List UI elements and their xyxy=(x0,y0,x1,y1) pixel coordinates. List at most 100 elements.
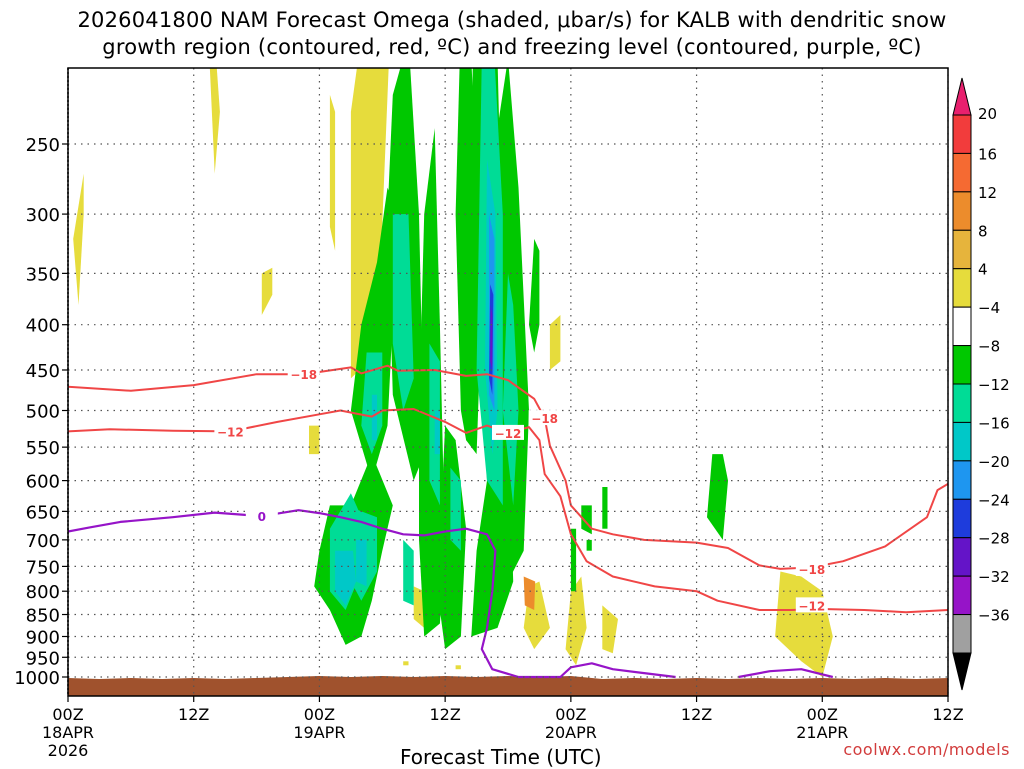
omega-shade-1-0 xyxy=(523,576,536,610)
x-tick-label-24: 00Z xyxy=(304,705,335,724)
x-tick-date-0: 18APR xyxy=(42,723,94,742)
colorbar-label-7: −12 xyxy=(978,376,1010,394)
colorbar-box-10 xyxy=(952,498,972,539)
x-axis-title: Forecast Time (UTC) xyxy=(400,745,602,769)
colorbar-box-2 xyxy=(952,191,972,231)
y-tick-label-700: 700 xyxy=(26,531,60,552)
isotherm-label-1b-bg xyxy=(492,424,524,440)
omega-shade-0-4 xyxy=(350,68,389,379)
colorbar-label-5: −4 xyxy=(978,299,1000,317)
colorbar-label-10: −24 xyxy=(978,491,1010,509)
y-tick-label-900: 900 xyxy=(26,627,60,648)
y-tick-label-850: 850 xyxy=(26,606,60,627)
chart-title-line-1: 2026041800 NAM Forecast Omega (shaded, μ… xyxy=(77,8,947,32)
x-tick-label-60: 12Z xyxy=(681,705,712,724)
omega-shade-4-0 xyxy=(335,550,357,606)
colorbar-box-9 xyxy=(952,460,972,500)
isotherm-label-1c: −12 xyxy=(798,599,825,613)
colorbar-box-6 xyxy=(952,345,972,385)
colorbar-bottom-arrow xyxy=(952,652,972,691)
omega-shade-2-12 xyxy=(707,454,728,540)
y-tick-label-800: 800 xyxy=(26,582,60,603)
y-tick-label-650: 650 xyxy=(26,502,60,523)
y-tick-label-600: 600 xyxy=(26,472,60,493)
omega-shade-2-9 xyxy=(586,539,592,551)
colorbar-box-5 xyxy=(952,306,972,347)
colorbar-box-7 xyxy=(952,383,972,423)
colorbar-label-6: −8 xyxy=(978,338,1000,356)
omega-shade-0-3 xyxy=(329,94,336,251)
colorbar-box-0 xyxy=(952,114,972,154)
colorbar-label-2: 12 xyxy=(978,184,997,202)
terrain xyxy=(68,676,948,696)
omega-shade-4-4 xyxy=(434,410,440,455)
credit-link[interactable]: coolwx.com/models xyxy=(843,740,1010,759)
x-tick-label-84: 12Z xyxy=(932,705,963,724)
freezing-level-line-1 xyxy=(738,668,834,679)
y-tick-label-400: 400 xyxy=(26,316,60,337)
colorbar-box-1 xyxy=(952,152,972,193)
colorbar-box-3 xyxy=(952,229,972,270)
colorbar-label-9: −20 xyxy=(978,453,1010,471)
omega-shade-4-1 xyxy=(356,539,367,587)
x-tick-date-72: 21APR xyxy=(796,723,848,742)
omega-shade-3-8 xyxy=(403,539,414,606)
x-tick-date-48: 20APR xyxy=(545,723,597,742)
isotherm-label-0c-bg xyxy=(795,560,828,576)
isotherm-label-1-bg xyxy=(214,423,247,439)
isotherm-label-0c: −18 xyxy=(798,563,825,577)
colorbar-label-4: 4 xyxy=(978,261,988,279)
omega-shade-2-8 xyxy=(529,238,540,353)
isotherm-label-0b-bg xyxy=(528,410,561,426)
isotherm-label-1c-bg xyxy=(795,597,828,613)
omega-shade-7-0 xyxy=(490,305,493,370)
omega-shade-0-15 xyxy=(455,665,461,670)
colorbar-box-12 xyxy=(952,575,972,616)
omega-shade-3-6 xyxy=(502,273,519,506)
isotherm-label-0b: −18 xyxy=(531,412,558,426)
omega-shade-0-6 xyxy=(309,425,320,455)
isotherm-label-0-bg xyxy=(287,366,320,382)
isotherm-label-1: −12 xyxy=(217,425,244,439)
y-tick-label-500: 500 xyxy=(26,402,60,423)
colorbar-box-13 xyxy=(952,614,972,654)
x-tick-label-36: 12Z xyxy=(429,705,460,724)
chart-title-line-2: growth region (contoured, red, ºC) and f… xyxy=(102,35,922,59)
freezing-level-line-0 xyxy=(68,509,676,679)
y-tick-label-950: 950 xyxy=(26,648,60,669)
x-tick-label-72: 00Z xyxy=(807,705,838,724)
y-tick-label-750: 750 xyxy=(26,557,60,578)
freezing-level-label-0-bg xyxy=(245,508,278,524)
omega-shade-0-13 xyxy=(413,586,425,628)
x-tick-label-0: 00Z xyxy=(52,705,83,724)
colorbar-label-8: −16 xyxy=(978,414,1010,432)
omega-shade-2-10 xyxy=(602,487,608,529)
colorbar-label-0: 20 xyxy=(978,105,997,123)
omega-shade-0-10 xyxy=(565,576,587,666)
x-tick-year-0: 2026 xyxy=(48,741,89,760)
x-tick-label-48: 00Z xyxy=(555,705,586,724)
isotherm-line-1 xyxy=(68,408,948,614)
omega-shade-0-14 xyxy=(403,661,409,666)
plot-area xyxy=(68,68,948,696)
omega-shade-0-2 xyxy=(261,267,273,315)
colorbar-top-arrow xyxy=(952,77,972,116)
colorbar-label-12: −32 xyxy=(978,568,1010,586)
isotherm-label-1b: −12 xyxy=(495,427,522,441)
omega-shade-0-12 xyxy=(775,571,833,677)
x-tick-label-12: 12Z xyxy=(178,705,209,724)
y-tick-label-250: 250 xyxy=(26,135,60,156)
omega-shade-4-3 xyxy=(371,394,377,441)
omega-shade-0-11 xyxy=(602,605,618,654)
colorbar-label-3: 8 xyxy=(978,222,988,240)
colorbar-box-8 xyxy=(952,421,972,462)
colorbar-box-4 xyxy=(952,268,972,308)
x-tick-date-24: 19APR xyxy=(293,723,345,742)
y-tick-label-350: 350 xyxy=(26,264,60,285)
y-tick-label-1000: 1000 xyxy=(14,668,60,689)
y-tick-label-550: 550 xyxy=(26,438,60,459)
omega-shade-3-3 xyxy=(392,214,414,411)
omega-shade-0-8 xyxy=(549,315,561,370)
omega-shade-0-1 xyxy=(209,68,220,174)
